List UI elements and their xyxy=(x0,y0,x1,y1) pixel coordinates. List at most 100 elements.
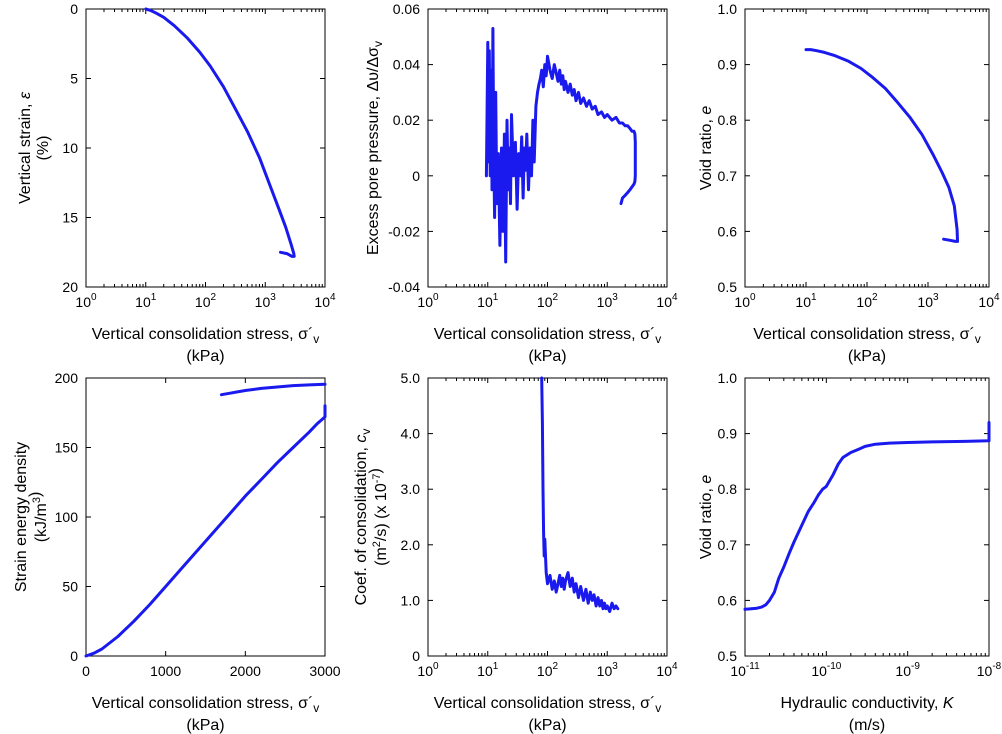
x-tick-label: 102 xyxy=(856,292,878,310)
x-tick-label: 0 xyxy=(82,663,90,679)
y-tick-label: -0.02 xyxy=(388,223,420,239)
series-line xyxy=(219,382,327,397)
y-tick-label: 0.6 xyxy=(718,223,738,239)
y-tick-label: 0.5 xyxy=(718,279,738,295)
x-tick-label: 102 xyxy=(537,292,559,310)
y-tick-label: 15 xyxy=(62,210,78,226)
y-tick-label: 2.0 xyxy=(401,537,421,553)
x-axis-label: (kPa) xyxy=(186,717,224,734)
y-tick-label: 150 xyxy=(55,440,79,456)
x-tick-label: 101 xyxy=(477,292,499,310)
x-tick-label: 101 xyxy=(135,292,157,310)
x-axis-label: (kPa) xyxy=(528,348,566,365)
plot-frame xyxy=(744,8,990,288)
y-axis-label: (kJ/m3) xyxy=(27,492,50,543)
plot-frame xyxy=(427,377,668,657)
x-tick-label: 100 xyxy=(417,661,439,679)
x-tick-label: 100 xyxy=(75,292,97,310)
series-line xyxy=(540,376,620,613)
x-tick-label: 103 xyxy=(917,292,939,310)
y-axis-label: (%) xyxy=(35,136,52,161)
y-axis-label: Excess pore pressure, Δυ/Δσv xyxy=(365,41,385,255)
y-tick-label: 0.6 xyxy=(718,592,738,608)
y-tick-label: 1.0 xyxy=(401,592,421,608)
panel-excess-pore-pressure: -0.04 -0.02 0 0.02 0.04 0.06 100 101 102 103 104 Ve… xyxy=(365,1,678,365)
plot-frame xyxy=(85,377,326,657)
y-tick-label: 10 xyxy=(62,140,78,156)
series-line xyxy=(484,27,637,264)
y-axis-label: Void ratio, e xyxy=(698,475,715,560)
plot-frame xyxy=(427,8,668,288)
x-tick-label: 103 xyxy=(255,292,277,310)
y-tick-label: 200 xyxy=(55,370,79,386)
series-line xyxy=(84,404,327,658)
y-axis-label: Coef. of consolidation, cv xyxy=(353,429,373,606)
x-axis-label: (m/s) xyxy=(849,717,885,734)
x-axis-label: Hydraulic conductivity, K xyxy=(780,695,954,712)
x-tick-label: 104 xyxy=(656,292,678,310)
x-tick-label: 103 xyxy=(597,292,619,310)
y-axis-label: Vertical strain, ε xyxy=(17,91,34,204)
x-axis-label: (kPa) xyxy=(528,717,566,734)
x-tick-label: 102 xyxy=(195,292,217,310)
y-tick-label: 0.9 xyxy=(718,57,738,73)
y-tick-label: 0.04 xyxy=(393,57,420,73)
series-line xyxy=(804,48,959,243)
y-axis-label: (m2/s) (x 10-7) xyxy=(367,468,390,566)
y-tick-label: 0.8 xyxy=(718,112,738,128)
x-tick-label: 10-11 xyxy=(730,661,760,679)
x-axis-label: Vertical consolidation stress, σ´v xyxy=(92,326,320,346)
y-tick-label: 20 xyxy=(62,279,78,295)
x-tick-label: 104 xyxy=(656,661,678,679)
x-axis-label: (kPa) xyxy=(186,348,224,365)
x-axis-label: Vertical consolidation stress, σ´v xyxy=(434,695,662,715)
x-axis-label: Vertical consolidation stress, σ´v xyxy=(92,695,320,715)
series-line xyxy=(743,421,991,611)
y-tick-label: 0 xyxy=(70,648,78,664)
y-tick-label: 3.0 xyxy=(401,481,421,497)
y-tick-label: 100 xyxy=(55,509,79,525)
y-tick-label: 0.06 xyxy=(393,1,420,17)
plot-frame xyxy=(85,8,326,288)
y-tick-label: 0.9 xyxy=(718,426,738,442)
x-tick-label: 3000 xyxy=(309,663,340,679)
panel-void-ratio-stress: 0.5 0.6 0.7 0.8 0.9 1.0 100 101 102 103 104 Vertica… xyxy=(698,1,1000,365)
y-axis-label: Strain energy density xyxy=(13,442,30,592)
x-tick-label: 10-8 xyxy=(977,661,1002,679)
y-tick-label: 0.7 xyxy=(718,168,738,184)
panel-void-ratio-conductivity: 0.5 0.6 0.7 0.8 0.9 1.0 10-11 10-10 10-9 10-8 Hydr… xyxy=(698,370,1002,734)
plot-frame xyxy=(744,377,990,657)
x-tick-label: 102 xyxy=(537,661,559,679)
y-tick-label: 0 xyxy=(412,648,420,664)
y-tick-label: 0.7 xyxy=(718,537,738,553)
y-tick-label: 0 xyxy=(70,1,78,17)
y-tick-label: 4.0 xyxy=(401,426,421,442)
x-tick-label: 104 xyxy=(978,292,1000,310)
x-tick-label: 10-10 xyxy=(811,661,841,679)
panel-coef-consolidation: 0 1.0 2.0 3.0 4.0 5.0 100 101 102 103 104 Vertical … xyxy=(353,370,678,734)
x-tick-label: 10-9 xyxy=(895,661,920,679)
y-axis-label: Void ratio, e xyxy=(698,106,715,191)
y-tick-label: -0.04 xyxy=(388,279,420,295)
y-tick-label: 1.0 xyxy=(718,370,738,386)
y-tick-label: 50 xyxy=(62,579,78,595)
x-axis-label: (kPa) xyxy=(848,348,886,365)
x-tick-label: 2000 xyxy=(230,663,261,679)
y-tick-label: 0 xyxy=(412,168,420,184)
x-tick-label: 100 xyxy=(734,292,756,310)
x-axis-label: Vertical consolidation stress, σ´v xyxy=(753,326,981,346)
x-tick-label: 100 xyxy=(417,292,439,310)
y-tick-label: 0.02 xyxy=(393,112,420,128)
y-tick-label: 5 xyxy=(70,71,78,87)
y-tick-label: 0.8 xyxy=(718,481,738,497)
y-tick-label: 1.0 xyxy=(718,1,738,17)
x-axis-label: Vertical consolidation stress, σ´v xyxy=(434,326,662,346)
series-line xyxy=(144,7,296,258)
x-tick-label: 101 xyxy=(795,292,817,310)
y-tick-label: 5.0 xyxy=(401,370,421,386)
x-tick-label: 104 xyxy=(314,292,336,310)
x-tick-label: 103 xyxy=(597,661,619,679)
